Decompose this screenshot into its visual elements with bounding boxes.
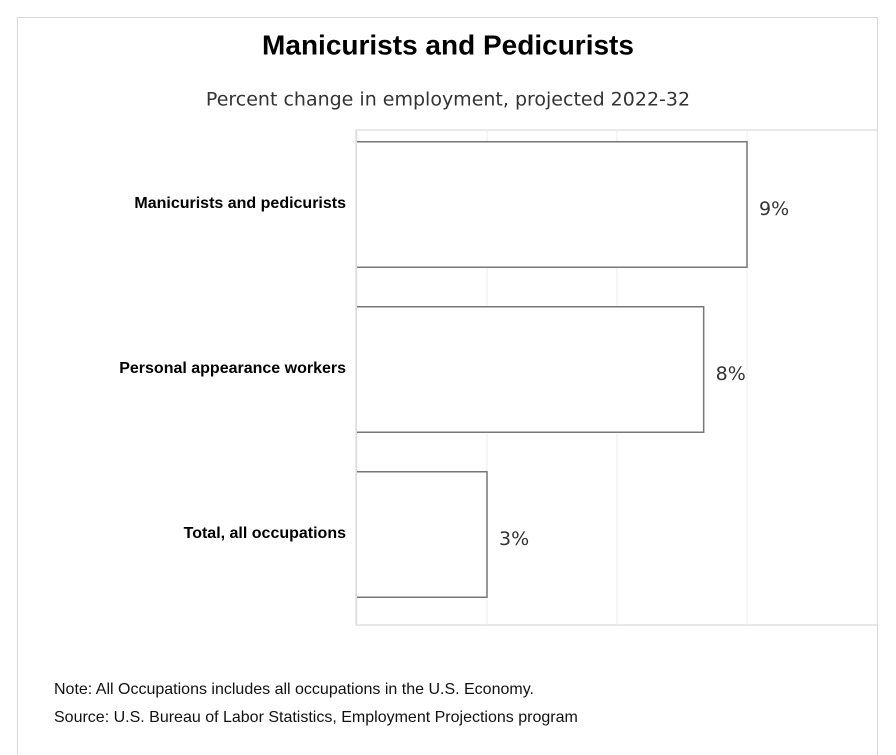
note: Note: All Occupations includes all occup… [54, 681, 534, 698]
bar [357, 471, 487, 598]
value-label: 9% [759, 198, 789, 220]
chart-subtitle: Percent change in employment, projected … [206, 89, 690, 111]
category-label: Manicurists and pedicurists [134, 194, 346, 212]
value-label: 3% [499, 528, 529, 550]
note: Source: U.S. Bureau of Labor Statistics,… [54, 709, 578, 726]
category-label: Total, all occupations [183, 524, 346, 542]
bar-outline [357, 471, 488, 598]
bar [357, 141, 747, 268]
bar [357, 306, 704, 433]
bar-outline [357, 141, 748, 268]
chart-title: Manicurists and Pedicurists [262, 29, 634, 60]
category-label: Personal appearance workers [119, 359, 346, 377]
value-label: 8% [716, 363, 746, 385]
bar-outline [357, 306, 705, 433]
